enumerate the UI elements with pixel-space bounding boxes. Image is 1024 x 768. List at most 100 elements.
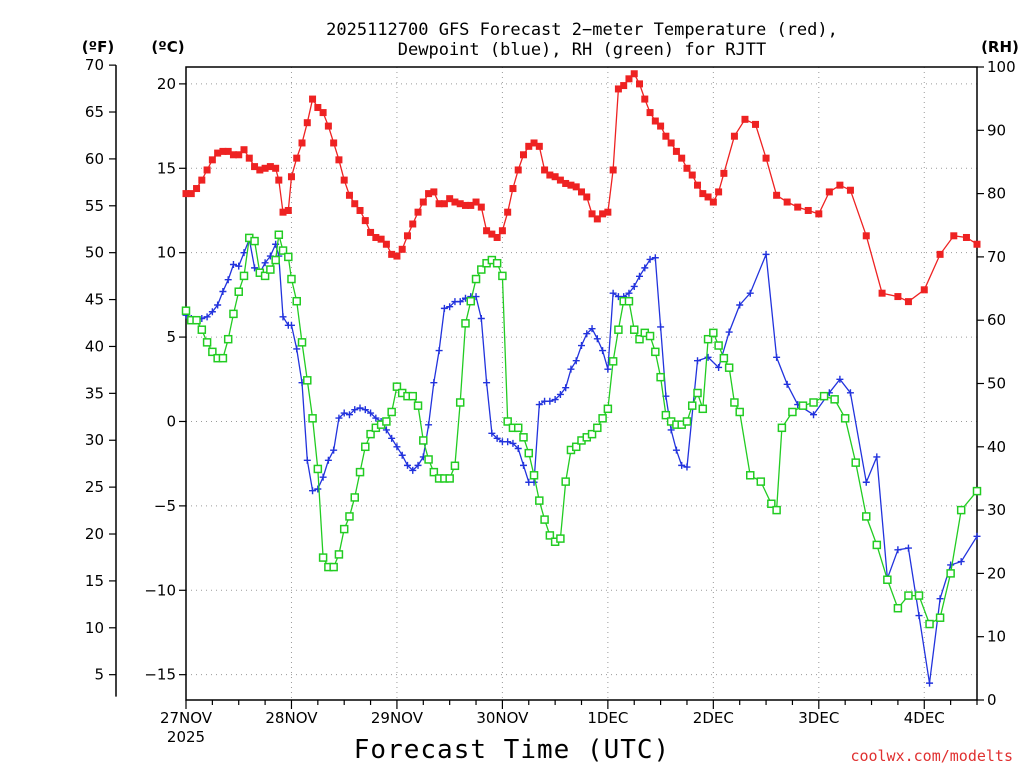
dewpoint-point bbox=[683, 463, 691, 471]
dewpoint-point bbox=[810, 411, 818, 419]
rh-point bbox=[556, 534, 565, 543]
rh-point bbox=[724, 363, 734, 372]
credit-text: coolwx.com/modelts bbox=[850, 747, 1013, 765]
temperature-point bbox=[794, 203, 802, 211]
dewpoint-point bbox=[551, 396, 559, 404]
rh-point bbox=[218, 353, 228, 363]
rh-point bbox=[345, 512, 354, 521]
temperature-point bbox=[783, 198, 791, 206]
dewpoint-point bbox=[493, 434, 501, 442]
temperature-point bbox=[187, 190, 195, 198]
temperature-point bbox=[372, 233, 380, 241]
dewpoint-point bbox=[846, 389, 854, 397]
chart-title-line2: Dewpoint (blue), RH (green) for RJTT bbox=[398, 40, 766, 60]
celsius-tick-label: −10 bbox=[144, 581, 176, 599]
rh-point bbox=[656, 372, 665, 382]
temperature-point bbox=[862, 232, 870, 240]
dewpoint-point bbox=[678, 461, 686, 469]
fahrenheit-tick-label: 20 bbox=[85, 525, 104, 543]
temperature-point bbox=[567, 181, 575, 189]
rh-point bbox=[271, 255, 280, 265]
dewpoint-point bbox=[567, 365, 575, 373]
dewpoint-point bbox=[340, 409, 348, 417]
temperature-point bbox=[525, 142, 533, 150]
temperature-point bbox=[815, 210, 823, 218]
temperature-line bbox=[186, 72, 978, 303]
rh-tick-label: 90 bbox=[987, 121, 1006, 139]
dewpoint-point bbox=[240, 249, 248, 257]
rh-point bbox=[862, 512, 871, 521]
temperature-point bbox=[488, 230, 496, 238]
dewpoint-point bbox=[477, 315, 485, 323]
rh-point bbox=[297, 338, 307, 347]
temperature-point bbox=[309, 95, 317, 103]
rh-point bbox=[192, 315, 201, 325]
temperature-point bbox=[419, 198, 427, 206]
rh-point bbox=[946, 569, 955, 578]
fahrenheit-tick-label: 70 bbox=[85, 56, 104, 74]
temperature-point bbox=[614, 85, 622, 93]
dewpoint-point bbox=[736, 301, 744, 309]
dewpoint-point bbox=[472, 293, 480, 301]
fahrenheit-tick-label: 10 bbox=[85, 619, 104, 637]
temperature-point bbox=[235, 151, 243, 159]
rh-point bbox=[651, 347, 660, 357]
rh-point bbox=[266, 265, 275, 274]
temperature-point bbox=[345, 191, 353, 199]
temperature-point bbox=[498, 227, 506, 235]
x-tick-label: 1DEC bbox=[587, 709, 628, 727]
fahrenheit-tick-label: 15 bbox=[85, 572, 104, 590]
rh-tick-label: 100 bbox=[987, 58, 1016, 76]
dewpoint-point bbox=[235, 262, 243, 270]
temperature-point bbox=[356, 206, 364, 214]
rh-point bbox=[904, 591, 913, 600]
temperature-point bbox=[562, 179, 570, 187]
rh-point bbox=[830, 395, 839, 404]
temperature-point bbox=[904, 298, 912, 306]
temperature-point bbox=[198, 176, 206, 184]
x-tick-label: 4DEC bbox=[904, 709, 945, 727]
rh-point bbox=[709, 328, 718, 338]
temperature-point bbox=[578, 188, 585, 196]
dewpoint-series bbox=[182, 235, 981, 687]
x-tick-label: 2DEC bbox=[693, 709, 734, 727]
dewpoint-point bbox=[287, 321, 295, 329]
dewpoint-point bbox=[530, 478, 538, 486]
temperature-series bbox=[182, 70, 981, 306]
rh-point bbox=[956, 505, 966, 515]
dewpoint-point bbox=[414, 461, 422, 469]
temperature-point bbox=[894, 293, 902, 301]
temperature-point bbox=[773, 191, 781, 199]
dewpoint-point bbox=[361, 406, 369, 414]
rh-point bbox=[498, 271, 507, 281]
celsius-tick-label: 10 bbox=[157, 244, 176, 262]
temperature-point bbox=[414, 208, 422, 216]
dewpoint-point bbox=[456, 298, 464, 306]
rh-tick-label: 30 bbox=[987, 501, 1006, 519]
temperature-point bbox=[340, 176, 348, 184]
dewpoint-point bbox=[915, 612, 923, 620]
dewpoint-point bbox=[672, 446, 680, 454]
dewpoint-point bbox=[715, 363, 723, 371]
dewpoint-point bbox=[572, 357, 580, 365]
dewpoint-point bbox=[345, 411, 353, 419]
rh-point bbox=[693, 388, 702, 398]
rh-point bbox=[466, 296, 476, 306]
temperature-point bbox=[962, 233, 970, 241]
dewpoint-point bbox=[514, 444, 522, 452]
temperature-point bbox=[377, 235, 385, 243]
dewpoint-point bbox=[636, 272, 644, 280]
temperature-point bbox=[403, 232, 411, 240]
temperature-point bbox=[493, 233, 501, 241]
rh-point bbox=[202, 338, 212, 347]
rh-tick-label: 10 bbox=[987, 628, 1006, 646]
fahrenheit-tick-label: 60 bbox=[85, 150, 104, 168]
rh-point bbox=[561, 477, 570, 486]
rh-point bbox=[284, 252, 293, 262]
x-tick-label: 29NOV bbox=[371, 709, 424, 727]
temperature-point bbox=[762, 154, 770, 162]
temperature-point bbox=[256, 166, 264, 174]
dewpoint-point bbox=[393, 443, 401, 451]
rh-point bbox=[719, 353, 729, 363]
temperature-point bbox=[551, 173, 559, 181]
